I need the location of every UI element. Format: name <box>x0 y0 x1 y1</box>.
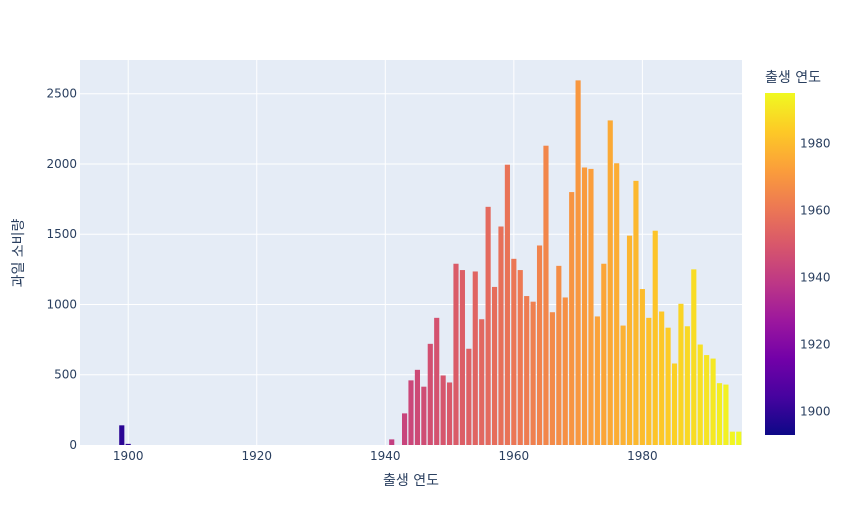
bar[interactable] <box>119 425 125 445</box>
bar[interactable] <box>723 384 729 445</box>
bar[interactable] <box>639 289 645 445</box>
bar[interactable] <box>446 382 453 445</box>
bar[interactable] <box>556 265 562 445</box>
bar[interactable] <box>697 344 703 445</box>
bar[interactable] <box>614 163 620 445</box>
bar[interactable] <box>472 271 478 445</box>
bar[interactable] <box>691 269 697 445</box>
bar[interactable] <box>543 145 549 446</box>
bar[interactable] <box>601 263 607 445</box>
bar[interactable] <box>479 319 485 445</box>
bar[interactable] <box>549 312 555 445</box>
bar[interactable] <box>504 164 510 445</box>
bar[interactable] <box>575 80 581 445</box>
bar[interactable] <box>434 317 440 445</box>
bar[interactable] <box>491 286 498 445</box>
bar[interactable] <box>530 301 536 445</box>
bar[interactable] <box>626 235 633 445</box>
y-tick-label: 2000 <box>46 157 77 171</box>
y-tick-label: 500 <box>54 368 77 382</box>
bar[interactable] <box>684 326 690 445</box>
bar[interactable] <box>402 413 408 445</box>
colorbar-tick-labels: 1900 1920 1940 1960 1980 <box>800 136 831 418</box>
bar[interactable] <box>453 263 459 445</box>
bar[interactable] <box>620 325 626 445</box>
y-tick-labels: 0 500 1000 1500 2000 2500 <box>46 87 77 452</box>
y-tick-label: 2500 <box>46 87 77 101</box>
bar[interactable] <box>569 192 575 445</box>
bar[interactable] <box>524 296 530 445</box>
bar[interactable] <box>633 180 639 445</box>
bar[interactable] <box>710 358 716 445</box>
x-axis-title: 출생 연도 <box>383 473 439 489</box>
y-tick-label: 0 <box>69 438 77 452</box>
colorbar-tick-label: 1920 <box>800 337 831 351</box>
bar[interactable] <box>536 245 543 445</box>
bar[interactable] <box>421 386 427 445</box>
bar[interactable] <box>466 348 472 445</box>
bar[interactable] <box>459 270 465 445</box>
bar[interactable] <box>646 317 652 445</box>
colorbar-tick-label: 1940 <box>800 270 831 284</box>
bar[interactable] <box>736 431 742 445</box>
bar[interactable] <box>581 167 588 445</box>
bar[interactable] <box>408 380 414 445</box>
bar[interactable] <box>511 258 517 445</box>
x-tick-label: 1900 <box>113 449 144 463</box>
bar[interactable] <box>729 431 735 445</box>
colorbar-tick-label: 1900 <box>800 405 831 419</box>
bars[interactable] <box>119 80 742 446</box>
x-tick-label: 1960 <box>499 449 530 463</box>
bar[interactable] <box>659 311 665 445</box>
bar[interactable] <box>588 168 594 445</box>
bar[interactable] <box>704 355 710 445</box>
bar[interactable] <box>414 369 420 445</box>
colorbar-tick-label: 1960 <box>800 203 831 217</box>
bar[interactable] <box>485 206 491 445</box>
bar[interactable] <box>678 303 684 445</box>
bar[interactable] <box>389 439 395 445</box>
bar[interactable] <box>125 443 131 445</box>
bar[interactable] <box>671 363 678 445</box>
bar[interactable] <box>427 343 433 445</box>
colorbar-gradient <box>765 93 795 435</box>
bar[interactable] <box>716 383 723 445</box>
bar[interactable] <box>665 327 671 445</box>
x-tick-label: 1940 <box>370 449 401 463</box>
bar[interactable] <box>607 120 613 445</box>
y-tick-label: 1500 <box>46 227 77 241</box>
bar[interactable] <box>652 230 658 445</box>
colorbar-tick-label: 1980 <box>800 136 831 150</box>
y-axis-title: 과일 소비량 <box>11 218 27 287</box>
bar[interactable] <box>440 375 446 445</box>
bar[interactable] <box>517 270 523 445</box>
bar[interactable] <box>562 297 568 445</box>
bar[interactable] <box>498 226 504 445</box>
colorbar-title: 출생 연도 <box>765 70 821 86</box>
x-tick-label: 1980 <box>627 449 658 463</box>
y-tick-label: 1000 <box>46 297 77 311</box>
colorbar: 출생 연도 1900 1920 1940 1960 1980 <box>765 70 831 435</box>
x-tick-labels: 1900 1920 1940 1960 1980 <box>113 449 658 463</box>
bar[interactable] <box>594 316 600 445</box>
x-tick-label: 1920 <box>241 449 272 463</box>
